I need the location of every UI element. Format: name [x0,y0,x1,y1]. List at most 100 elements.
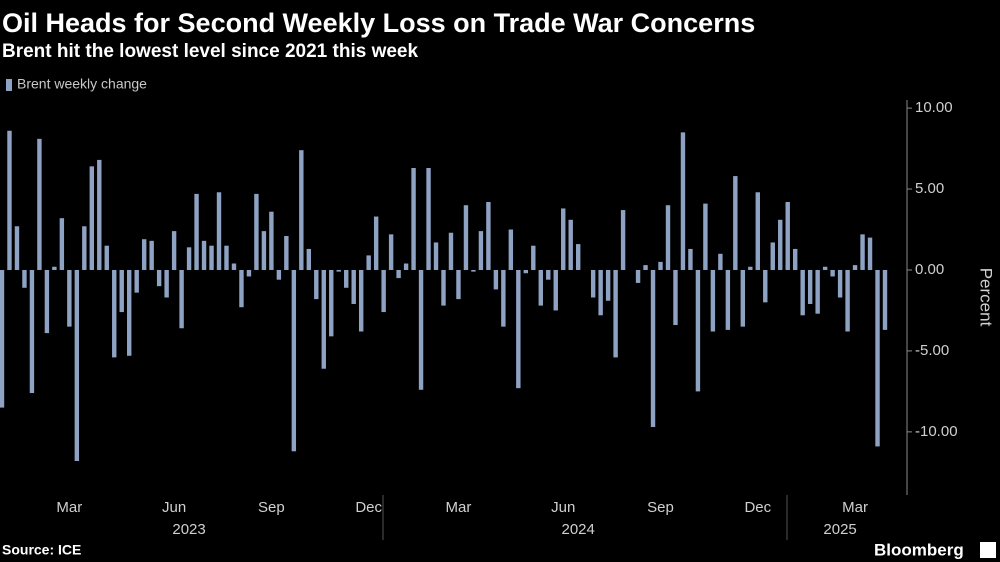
bar [553,269,558,311]
bar [156,269,162,287]
bar [673,269,678,326]
x-group-label: 2023 [172,521,205,538]
bar [695,269,701,392]
bar [261,231,267,270]
bar [396,269,401,279]
bar [486,201,491,270]
bar [748,266,753,270]
bar [149,240,154,270]
bar [119,269,124,313]
bar [314,269,319,300]
bar [665,205,671,270]
bar [306,248,312,270]
y-tick-label: 0.00 [915,261,944,278]
bar [134,269,139,293]
bar [321,269,326,369]
bar [680,132,686,270]
bar [523,269,529,274]
bar [59,218,65,270]
bar [785,201,790,270]
brand: Bloomberg [874,540,964,559]
bar [478,231,484,270]
bar [14,226,20,270]
bar [516,269,521,389]
x-tick-label: Dec [744,499,771,516]
bar [710,269,716,332]
bar [246,269,252,277]
bar [471,269,476,272]
bar [299,150,304,270]
bar [224,245,229,270]
bar [186,247,192,270]
bar [418,269,424,390]
chart-title: Oil Heads for Second Weekly Loss on Trad… [2,8,755,38]
bar [366,255,371,270]
bar [531,245,536,270]
bar [104,245,109,270]
bar [97,159,102,270]
bar [112,269,117,358]
bar [568,219,573,270]
brand-icon [980,542,996,558]
x-tick-label: Mar [446,499,472,516]
bar [254,193,259,270]
x-tick-label: Mar [56,499,82,516]
x-tick-label: Jun [162,499,186,516]
bar [336,269,341,272]
legend-swatch [6,79,12,91]
bar [733,176,738,270]
bar [463,205,469,270]
x-tick-label: Mar [842,499,868,516]
bar [291,269,297,452]
legend-label: Brent weekly change [17,76,147,92]
bar [269,211,274,270]
bar [37,138,42,270]
bar [141,239,147,270]
bar [605,269,611,301]
bar [755,192,760,270]
x-tick-label: Dec [355,499,382,516]
bar [448,232,454,270]
bar [403,263,409,270]
bar [381,269,386,313]
bar [456,269,461,300]
bar [284,235,289,270]
bar [867,237,873,270]
bar [830,269,835,277]
bar [127,269,132,356]
bar [22,269,27,288]
bar [74,269,80,462]
bar [351,269,356,304]
bar [231,263,237,270]
bar [718,253,723,270]
bar [658,261,663,270]
chart-subtitle: Brent hit the lowest level since 2021 th… [2,41,418,62]
bar [575,244,581,270]
bar [598,269,603,316]
bar [822,266,828,270]
bar [546,269,551,280]
bar [815,269,820,314]
bar [725,269,731,330]
bar [778,219,783,270]
bar [793,248,798,270]
bar [411,167,416,270]
bar [613,269,618,358]
bar [164,269,169,298]
bar [501,269,506,327]
bar [52,266,57,270]
bar [852,265,858,270]
x-tick-label: Sep [647,499,674,516]
y-tick-label: 5.00 [915,180,944,197]
bar [44,269,50,334]
bar [171,231,177,270]
bar [67,269,72,327]
bar [89,166,94,270]
bar [179,269,184,329]
y-tick-label: -10.00 [915,423,958,440]
bar [635,269,641,283]
bar [875,269,880,447]
source: Source: ICE [2,542,81,558]
y-tick-label: 10.00 [915,99,953,116]
